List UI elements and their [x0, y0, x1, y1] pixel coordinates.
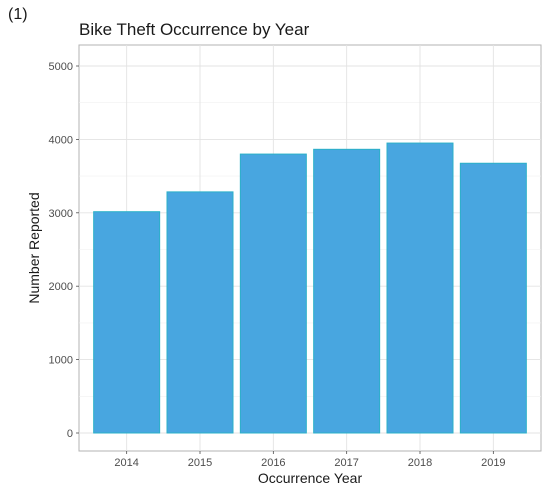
y-axis-ticks: 0 1000 2000 3000 4000 5000	[49, 61, 79, 440]
y-tick-label: 3000	[49, 208, 73, 220]
y-tick-label: 1000	[49, 355, 73, 367]
x-tick-label: 2019	[481, 457, 505, 469]
y-tick-label: 0	[67, 428, 73, 440]
bar-2015	[166, 191, 234, 434]
x-tick-label: 2017	[334, 457, 358, 469]
y-tick-label: 5000	[49, 61, 73, 73]
bar-2018	[386, 142, 454, 434]
x-axis-ticks: 2014 2015 2016 2017 2018 2019	[114, 451, 506, 469]
bar-2014	[93, 211, 161, 434]
y-tick-label: 2000	[49, 281, 73, 293]
bar-2019	[459, 162, 527, 434]
chart-title: Bike Theft Occurrence by Year	[79, 20, 310, 39]
panel-label: (1)	[8, 6, 28, 23]
bar-2017	[313, 148, 381, 434]
x-tick-label: 2015	[188, 457, 212, 469]
bar-2016	[239, 153, 307, 434]
y-axis-title: Number Reported	[26, 192, 42, 303]
y-tick-label: 4000	[49, 134, 73, 146]
x-axis-title: Occurrence Year	[258, 470, 363, 486]
bars	[93, 142, 527, 434]
x-tick-label: 2014	[114, 457, 138, 469]
x-tick-label: 2016	[261, 457, 285, 469]
x-tick-label: 2018	[408, 457, 432, 469]
